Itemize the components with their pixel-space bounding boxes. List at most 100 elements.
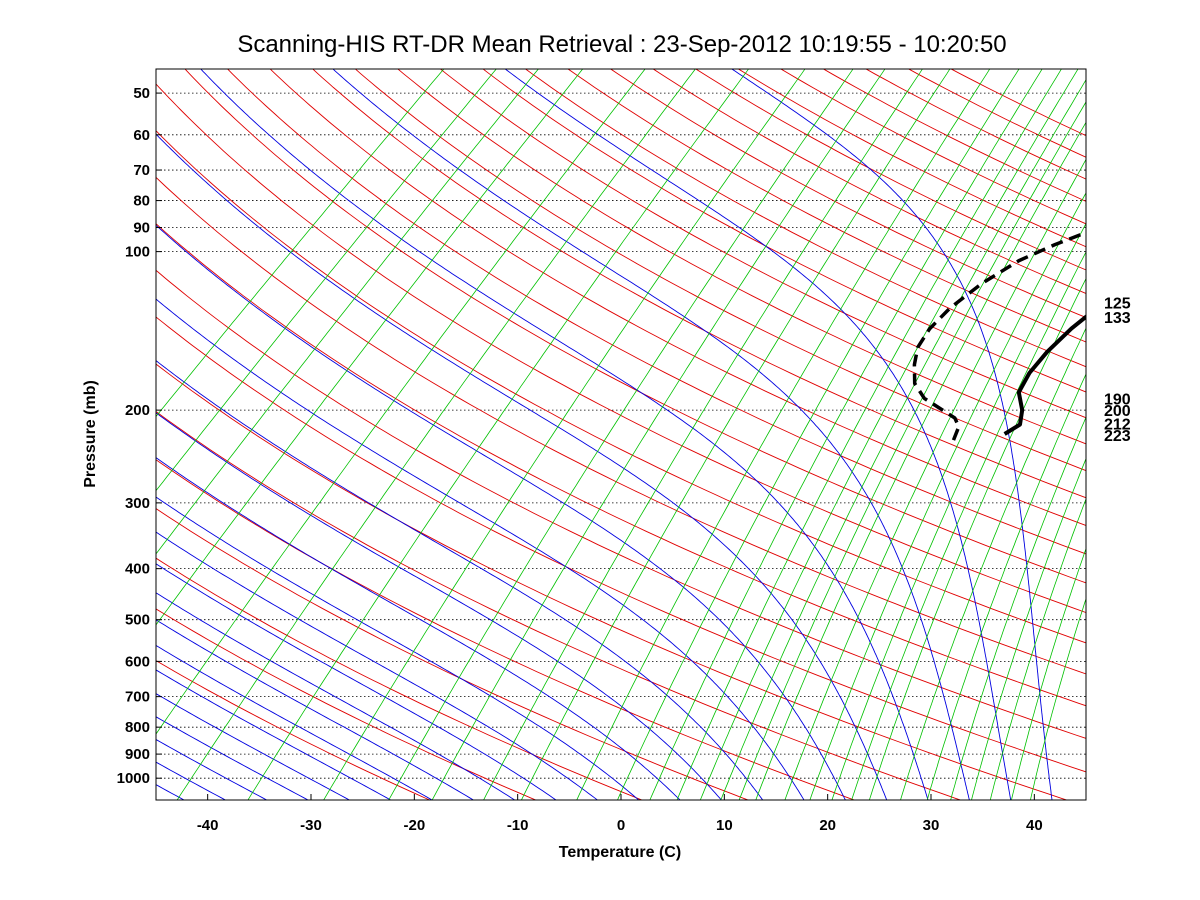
x-tick-label: -40 [197,817,219,834]
moist-adiabat [156,412,722,800]
mixing-ratio-line [617,69,1020,800]
thermodynamic-background-lines [156,69,1086,800]
moist-adiabat [156,716,309,800]
dry-adiabat [269,69,1086,527]
mixing-ratio-line [784,158,1086,800]
y-tick-label: 1000 [117,770,150,787]
y-axis-label: Pressure (mb) [82,380,99,488]
dewpoint-profile-line [912,230,1086,441]
x-tick-label: 20 [819,817,836,834]
dry-adiabat [156,269,1086,739]
moist-adiabat [156,563,557,800]
y-tick-label: 90 [133,220,150,237]
y-tick-label: 300 [125,495,150,512]
dry-adiabat [822,69,1086,202]
y-tick-label: 80 [133,193,150,210]
dry-adiabat [609,69,1086,319]
dry-adiabat [156,176,1086,675]
dry-adiabat [156,363,1069,800]
moist-adiabat [156,592,515,800]
mixing-ratio-line [1030,597,1086,800]
y-tick-label: 100 [125,244,150,261]
mixing-ratio-line [755,121,1086,800]
dry-adiabat [312,69,1086,499]
moist-adiabat [156,298,805,800]
pressure-gridlines [156,92,1086,779]
moist-adiabat [156,457,681,800]
x-axis-ticks: -40 -30 -20 -10 0 10 20 30 40 [197,794,1043,834]
dry-adiabat [156,508,750,800]
plot-frame [155,68,1087,801]
dry-adiabat [156,130,1086,644]
x-tick-label: 0 [617,817,625,834]
y-tick-label: 800 [125,719,150,736]
y-tick-label: 500 [125,612,150,629]
y-tick-label: 70 [133,162,150,179]
dry-adiabat [156,660,431,800]
moist-adiabat [156,644,433,800]
chart-title: Scanning-HIS RT-DR Mean Retrieval : 23-S… [237,31,1006,58]
mixing-ratio-line [720,79,1086,800]
right-side-label: 200 [1104,403,1131,420]
y-tick-label: 200 [125,402,150,419]
mixing-ratio-line [431,69,886,800]
mixing-ratio-line [699,69,1079,800]
temperature-profile-line [1003,314,1086,436]
sounding-profiles [912,230,1086,441]
dry-adiabat [567,69,1086,343]
moist-adiabat [156,133,888,800]
moist-adiabat [156,669,391,800]
dry-adiabat [354,69,1086,472]
mixing-ratio-line [971,457,1086,800]
y-tick-label: 700 [125,689,150,706]
mixing-ratio-line [156,69,584,626]
mixing-ratio-line [1010,547,1086,800]
x-tick-label: 40 [1026,817,1043,834]
dry-adiabat [524,69,1086,368]
dry-adiabat [184,69,1086,584]
x-tick-label: 10 [716,817,733,834]
x-axis-label: Temperature (C) [559,844,681,861]
moist-adiabat [156,496,639,800]
dry-adiabat [737,69,1086,248]
y-tick-label: 60 [133,127,150,144]
moist-adiabat [156,693,350,800]
right-side-label: 223 [1104,428,1131,445]
moist-adiabat [156,531,598,800]
mixing-ratio-line [247,69,750,800]
mixing-ratio-line [388,69,854,800]
mixing-ratio-line [576,69,991,800]
mixing-ratio-line [323,69,806,800]
right-side-label: 190 [1104,391,1131,408]
dry-adiabat [156,459,856,800]
x-tick-label: 30 [923,817,940,834]
mixing-ratio-line [900,327,1086,800]
mixing-ratio-line [156,69,646,735]
moist-adiabat [156,619,474,800]
mixing-ratio-line [176,69,696,800]
mixing-ratio-line [738,101,1086,800]
x-tick-label: -10 [507,817,529,834]
dry-adiabat [695,69,1086,271]
mixing-ratio-line [156,69,497,492]
mixing-ratio-line [926,373,1086,800]
mixing-ratio-line [649,69,1043,800]
mixing-ratio-line [156,69,445,418]
x-tick-label: -30 [300,817,322,834]
mixing-ratio-line [676,69,1062,800]
moist-adiabat [332,69,970,800]
y-tick-label: 50 [133,85,150,102]
y-tick-label: 900 [125,746,150,763]
dry-adiabat [439,69,1086,419]
moist-adiabat [156,360,764,800]
dry-adiabat [156,608,537,800]
mixing-ratio-line [809,192,1086,800]
dry-adiabat [907,69,1086,158]
right-side-label: 125 [1104,296,1131,313]
dry-adiabat [156,557,644,800]
mixing-ratio-line [950,416,1086,800]
mixing-ratio-line [831,222,1086,800]
y-tick-label: 600 [125,653,150,670]
